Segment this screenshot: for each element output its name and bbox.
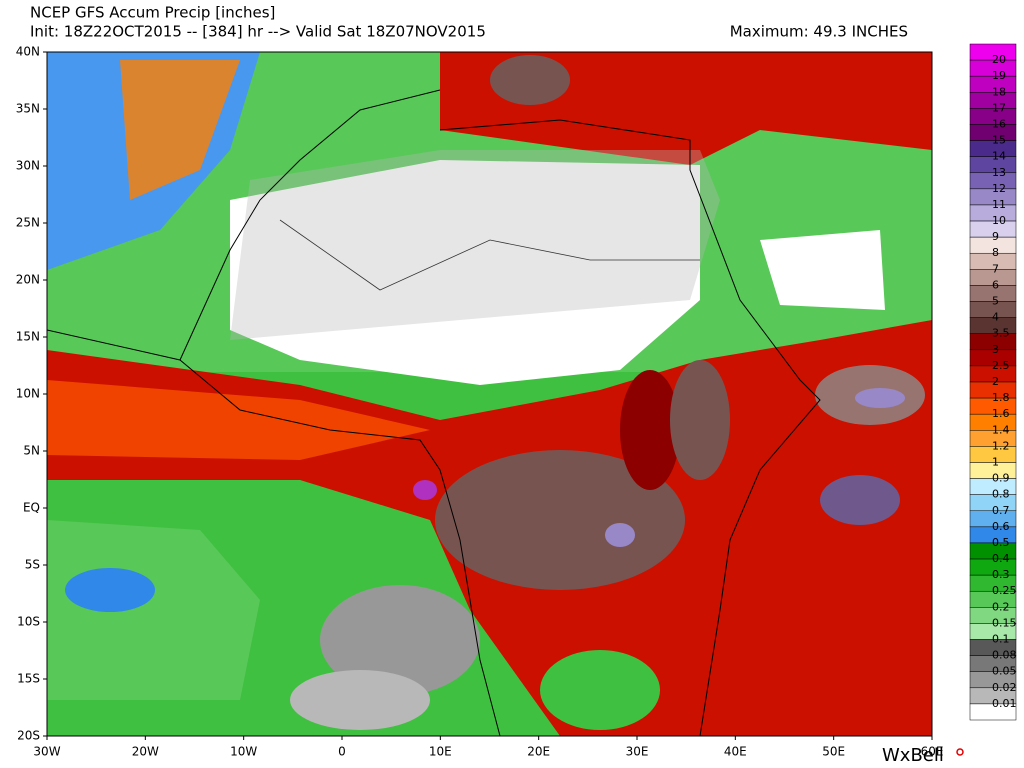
colorbar-label: 17 — [992, 101, 1006, 114]
colorbar-label: 13 — [992, 166, 1006, 179]
colorbar-label: 1.6 — [992, 407, 1010, 420]
colorbar-label: 19 — [992, 69, 1006, 82]
lon-label: 20W — [132, 745, 159, 759]
colorbar-label: 4 — [992, 311, 999, 324]
colorbar-label: 20 — [992, 53, 1006, 66]
colorbar-label: 11 — [992, 198, 1006, 211]
colorbar-label: 2 — [992, 375, 999, 388]
lat-label: 15S — [17, 672, 40, 686]
colorbar-label: 1.8 — [992, 391, 1010, 404]
lat-label: EQ — [23, 501, 40, 515]
colorbar-label: 0.05 — [992, 665, 1017, 678]
colorbar-label: 0.4 — [992, 552, 1010, 565]
colorbar-label: 9 — [992, 230, 999, 243]
map-title: NCEP GFS Accum Precip [inches] — [30, 4, 275, 22]
precip-field — [46, 51, 933, 737]
colorbar-label: 14 — [992, 150, 1006, 163]
colorbar-label: 6 — [992, 278, 999, 291]
lat-label: 5S — [25, 558, 40, 572]
colorbar-label: 0.02 — [992, 681, 1017, 694]
lat-label: 5N — [23, 444, 40, 458]
colorbar-label: 7 — [992, 262, 999, 275]
colorbar: 20 19 18 17 16 15 14 13 12 11 10 9 8 7 6 5 4 3.5 3 2.5 2 1.8 1… — [969, 43, 1017, 721]
colorbar-label: 0.8 — [992, 488, 1010, 501]
lon-label: 30E — [626, 745, 649, 759]
lon-label: 30W — [33, 745, 60, 759]
colorbar-label: 0.1 — [992, 633, 1010, 646]
colorbar-label: 1.4 — [992, 423, 1010, 436]
colorbar-label: 0.08 — [992, 649, 1017, 662]
colorbar-label: 5 — [992, 295, 999, 308]
lon-label: 0 — [338, 745, 346, 759]
colorbar-label: 0.25 — [992, 584, 1017, 597]
colorbar-label: 18 — [992, 85, 1006, 98]
lon-label: 40E — [724, 745, 747, 759]
colorbar-label: 0.5 — [992, 536, 1010, 549]
colorbar-label: 16 — [992, 117, 1006, 130]
colorbar-label: 3 — [992, 343, 999, 356]
colorbar-label: 0.3 — [992, 568, 1010, 581]
latitude-labels: 40N 35N 30N 25N 20N 15N 10N 5N EQ 5S 10S 15S 20S — [16, 45, 47, 743]
colorbar-label: 0.01 — [992, 697, 1017, 710]
colorbar-label: 10 — [992, 214, 1006, 227]
colorbar-label: 0.2 — [992, 600, 1010, 613]
lat-label: 10N — [16, 387, 40, 401]
logo-mark — [956, 748, 964, 756]
colorbar-label: 0.9 — [992, 472, 1010, 485]
lon-label: 50E — [822, 745, 845, 759]
colorbar-label: 2.5 — [992, 359, 1010, 372]
lat-label: 10S — [17, 615, 40, 629]
map-subtitle: Init: 18Z22OCT2015 -- [384] hr --> Valid… — [30, 23, 486, 41]
colorbar-label: 0.7 — [992, 504, 1010, 517]
lon-label: 10W — [230, 745, 257, 759]
colorbar-label: 3.5 — [992, 327, 1010, 340]
lon-label: 60E — [921, 745, 944, 759]
lat-label: 20S — [17, 729, 40, 743]
lon-label: 10E — [429, 745, 452, 759]
colorbar-label: 15 — [992, 134, 1006, 147]
longitude-labels: 30W 20W 10W 0 10E 20E 30E 40E 50E 60E — [33, 736, 943, 759]
lat-label: 35N — [16, 102, 40, 116]
lat-label: 40N — [16, 45, 40, 59]
colorbar-label: 12 — [992, 182, 1006, 195]
lat-label: 25N — [16, 216, 40, 230]
lat-label: 15N — [16, 330, 40, 344]
colorbar-label: 0.6 — [992, 520, 1010, 533]
colorbar-label: 0.15 — [992, 616, 1017, 629]
logo: WxBell — [882, 745, 944, 766]
lat-label: 20N — [16, 273, 40, 287]
colorbar-label: 1 — [992, 455, 999, 468]
colorbar-label: 8 — [992, 246, 999, 259]
lon-label: 20E — [527, 745, 550, 759]
lat-label: 30N — [16, 159, 40, 173]
colorbar-swatch — [969, 703, 1017, 721]
maximum-label: Maximum: 49.3 INCHES — [730, 23, 908, 41]
colorbar-label: 1.2 — [992, 439, 1010, 452]
